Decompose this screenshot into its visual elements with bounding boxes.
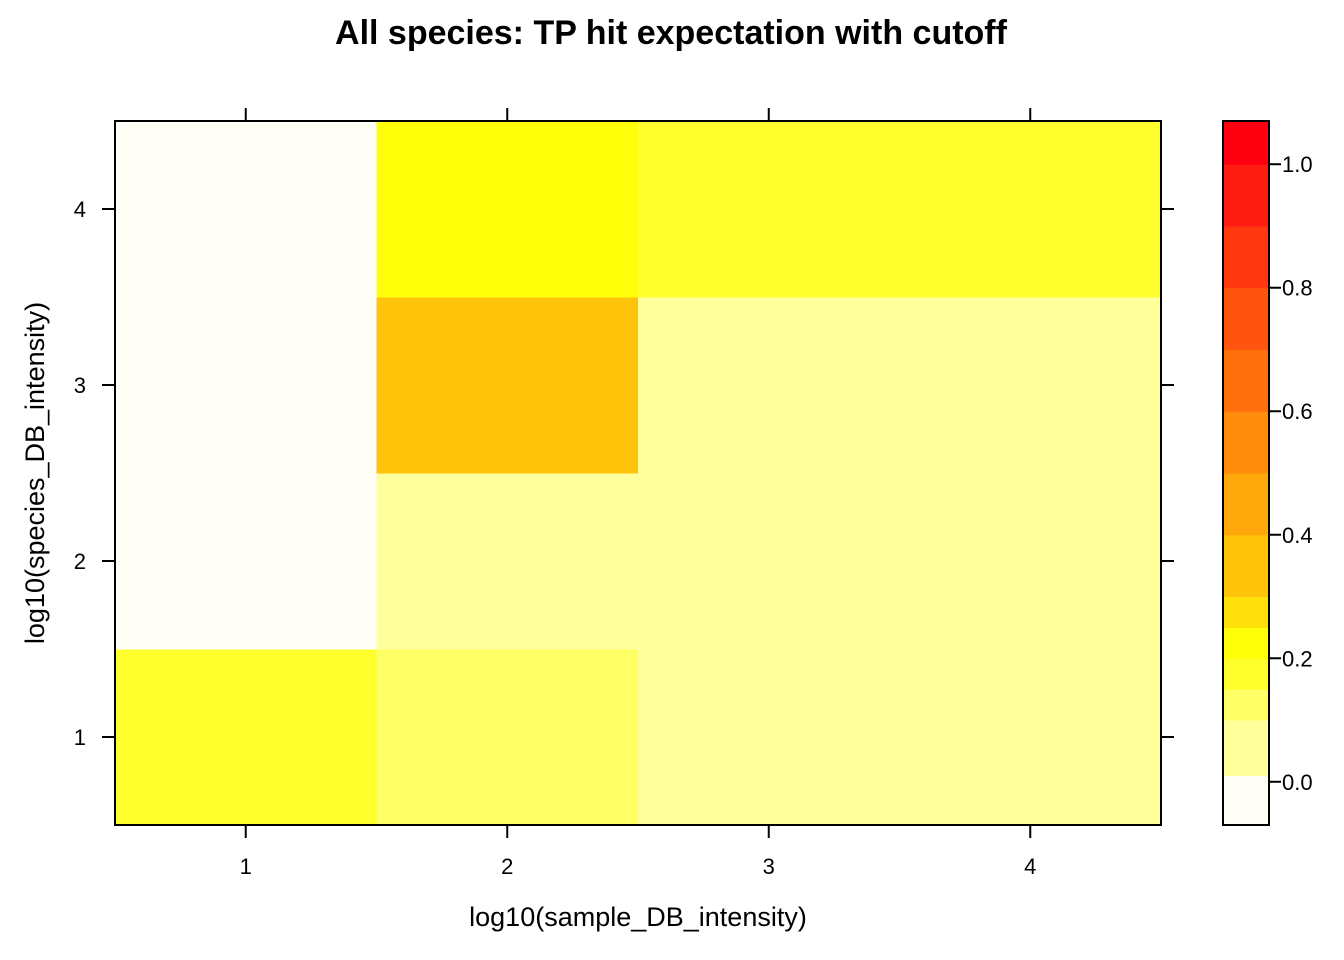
y-tick-label: 1 <box>74 725 86 750</box>
heatmap-cell-x1-y2 <box>115 473 377 650</box>
y-axis-label: log10(species_DB_intensity) <box>20 302 50 644</box>
chart-title: All species: TP hit expectation with cut… <box>335 14 1008 52</box>
colorbar: 0.0 0.2 0.4 0.6 0.8 1.0 <box>1222 120 1313 826</box>
colorbar-bin <box>1223 720 1269 777</box>
colorbar-bin <box>1223 689 1269 721</box>
heatmap-cell-x3-y4 <box>638 121 900 298</box>
colorbar-bin <box>1223 775 1269 826</box>
colorbar-bin <box>1223 287 1269 350</box>
heatmap-cell-x1-y1 <box>115 649 377 826</box>
x-tick-label: 2 <box>501 854 513 879</box>
y-tick-label: 4 <box>74 197 86 222</box>
colorbar-bin <box>1223 473 1269 536</box>
x-axis-label: log10(sample_DB_intensity) <box>469 902 807 932</box>
colorbar-bin <box>1223 534 1269 598</box>
heatmap-cell-x2-y3 <box>376 297 639 474</box>
heatmap-cell-x3-y3 <box>638 297 900 474</box>
colorbar-tick-label: 0.6 <box>1282 399 1313 424</box>
heatmap-cell-x4-y2 <box>899 473 1162 650</box>
x-tick-label: 3 <box>763 854 775 879</box>
colorbar-tick-label: 0.0 <box>1282 770 1313 795</box>
axis-ticks: 1 2 3 4 1 2 3 4 <box>74 108 1174 879</box>
heatmap-cell-x4-y4 <box>899 121 1162 298</box>
colorbar-tick-label: 0.8 <box>1282 276 1313 301</box>
heatmap-cell-x2-y1 <box>376 649 639 826</box>
colorbar-bin <box>1223 658 1269 690</box>
colorbar-bin <box>1223 349 1269 412</box>
heatmap-cell-x4-y3 <box>899 297 1162 474</box>
heatmap-cell-x2-y4 <box>376 121 639 298</box>
heatmap-cell-x3-y1 <box>638 649 900 826</box>
colorbar-bin <box>1223 596 1269 628</box>
colorbar-tick-label: 1.0 <box>1282 152 1313 177</box>
colorbar-tick-label: 0.2 <box>1282 646 1313 671</box>
colorbar-bin <box>1223 121 1269 165</box>
colorbar-bin <box>1223 627 1269 659</box>
x-tick-label: 1 <box>240 854 252 879</box>
heatmap-cells <box>115 121 1162 826</box>
heatmap-cell-x2-y2 <box>376 473 639 650</box>
heatmap-cell-x3-y2 <box>638 473 900 650</box>
x-tick-label: 4 <box>1024 854 1036 879</box>
plot-frame <box>114 120 1162 826</box>
colorbar-bin <box>1223 225 1269 289</box>
heatmap-cell-x1-y3 <box>115 297 377 474</box>
heatmap-cell-x4-y1 <box>899 649 1162 826</box>
y-tick-label: 2 <box>74 549 86 574</box>
heatmap-cell-x1-y4 <box>115 121 377 298</box>
y-tick-label: 3 <box>74 373 86 398</box>
colorbar-frame <box>1222 120 1270 826</box>
colorbar-tick-label: 0.4 <box>1282 523 1313 548</box>
colorbar-bin <box>1223 164 1269 227</box>
colorbar-bin <box>1223 411 1269 474</box>
